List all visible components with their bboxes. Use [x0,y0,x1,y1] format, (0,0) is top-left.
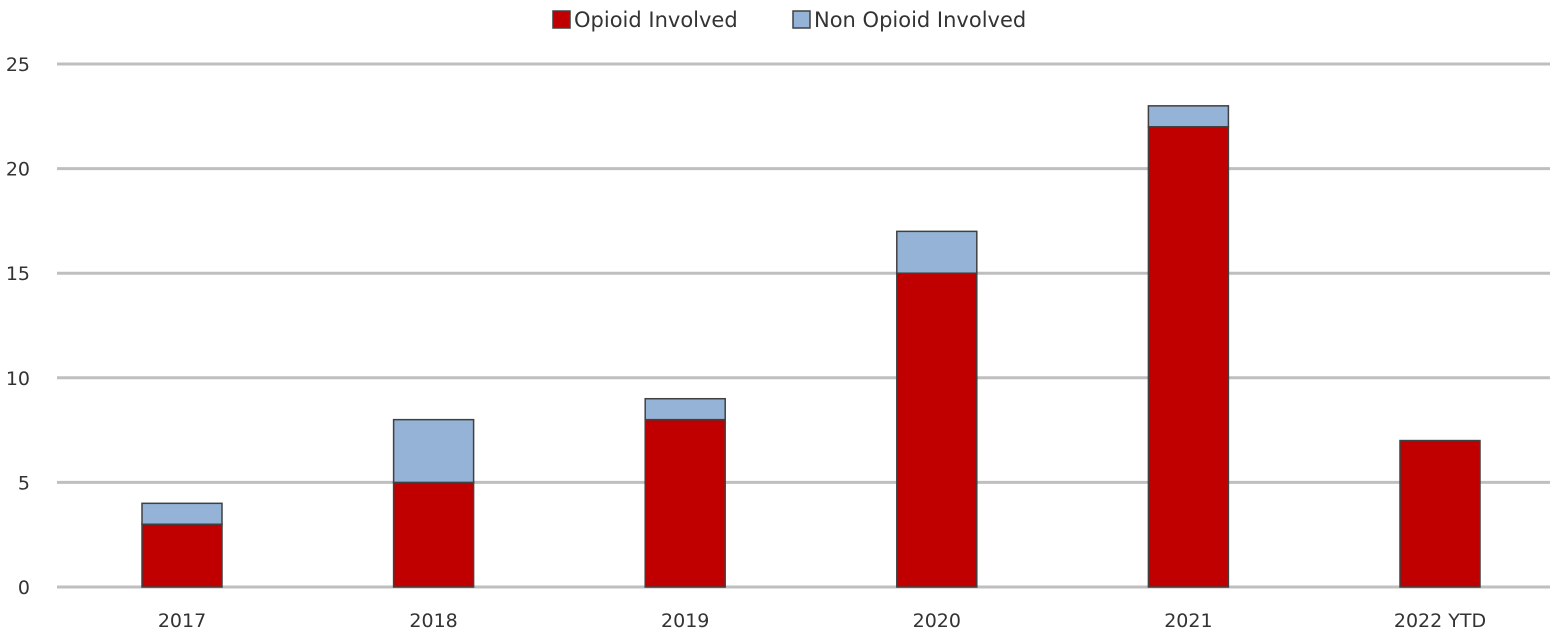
y-tick-label-25: 25 [6,54,30,76]
legend-label-opioid-involved: Opioid Involved [574,8,738,32]
gridlines [57,62,1550,589]
x-tick-label-2018: 2018 [409,610,457,632]
bars [141,105,1481,588]
bar-non-opioid-involved-2017 [141,502,223,525]
y-tick-label-0: 0 [18,577,30,599]
legend: Opioid Involved Non Opioid Involved [552,8,1026,32]
bar-non-opioid-involved-2021 [1147,105,1230,128]
bar-opioid-involved-2019 [644,418,726,588]
bar-opioid-involved-2020 [896,272,978,588]
x-tick-label-2020: 2020 [913,610,961,632]
bar-opioid-involved-2022-ytd [1399,439,1481,588]
bar-opioid-involved-2021 [1147,126,1230,588]
y-tick-label-10: 10 [6,368,30,390]
y-tick-label-15: 15 [6,263,30,285]
y-tick-label-5: 5 [18,472,30,494]
bar-non-opioid-involved-2019 [644,397,726,421]
x-tick-label-2021: 2021 [1164,610,1212,632]
bar-opioid-involved-2018 [392,481,475,588]
x-tick-label-2019: 2019 [661,610,709,632]
y-tick-label-20: 20 [6,159,30,181]
x-axis-tick-labels: 2017 2018 2019 2020 2021 2022 YTD [158,610,1486,632]
legend-swatch-opioid-involved [552,10,571,29]
x-tick-label-2022-ytd: 2022 YTD [1394,610,1486,632]
bar-opioid-involved-2017 [141,523,223,588]
bar-non-opioid-involved-2018 [392,418,475,484]
y-axis-tick-labels: 0 5 10 15 20 25 [6,54,30,599]
legend-label-non-opioid-involved: Non Opioid Involved [814,8,1026,32]
x-tick-label-2017: 2017 [158,610,206,632]
legend-swatch-non-opioid-involved [792,10,811,29]
bar-non-opioid-involved-2020 [896,230,978,274]
